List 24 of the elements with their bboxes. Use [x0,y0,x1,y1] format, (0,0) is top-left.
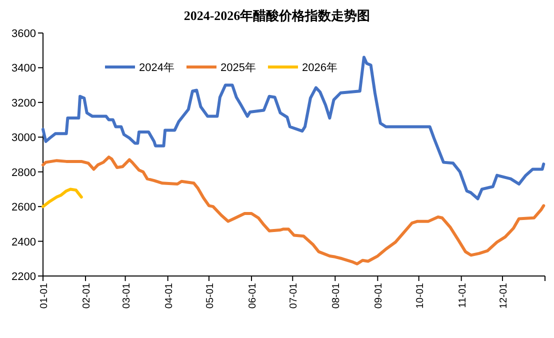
y-tick-label: 3000 [12,132,36,144]
x-tick-label: 09-01 [374,282,385,309]
y-tick-label: 2200 [12,271,36,283]
x-tick-label: 01-01 [39,282,50,309]
x-tick-label: 04-01 [164,282,175,309]
x-tick-label: 10-01 [414,282,426,309]
chart-title: 2024-2026年醋酸价格指数走势图 [184,8,370,23]
y-tick-label: 2600 [12,202,36,214]
x-tick-label: 07-01 [288,282,300,309]
x-tick-label: 06-01 [247,282,258,309]
x-tick-label: 11-01 [457,282,468,308]
y-tick-label: 3600 [12,28,36,40]
x-tick-label: 12-01 [498,282,510,309]
y-tick-label: 2800 [12,166,36,179]
legend-label: 2024年 [139,62,174,74]
x-tick-label: 08-01 [331,282,342,309]
x-tick-label: 03-01 [121,282,132,309]
legend-label: 2026年 [302,62,338,74]
legend-label: 2025年 [220,62,256,74]
y-tick-label: 3200 [12,97,36,110]
y-tick-label: 2400 [12,236,36,248]
x-tick-label: 05-01 [204,282,216,309]
y-tick-label: 3400 [12,62,36,75]
x-tick-label: 02-01 [82,282,93,309]
